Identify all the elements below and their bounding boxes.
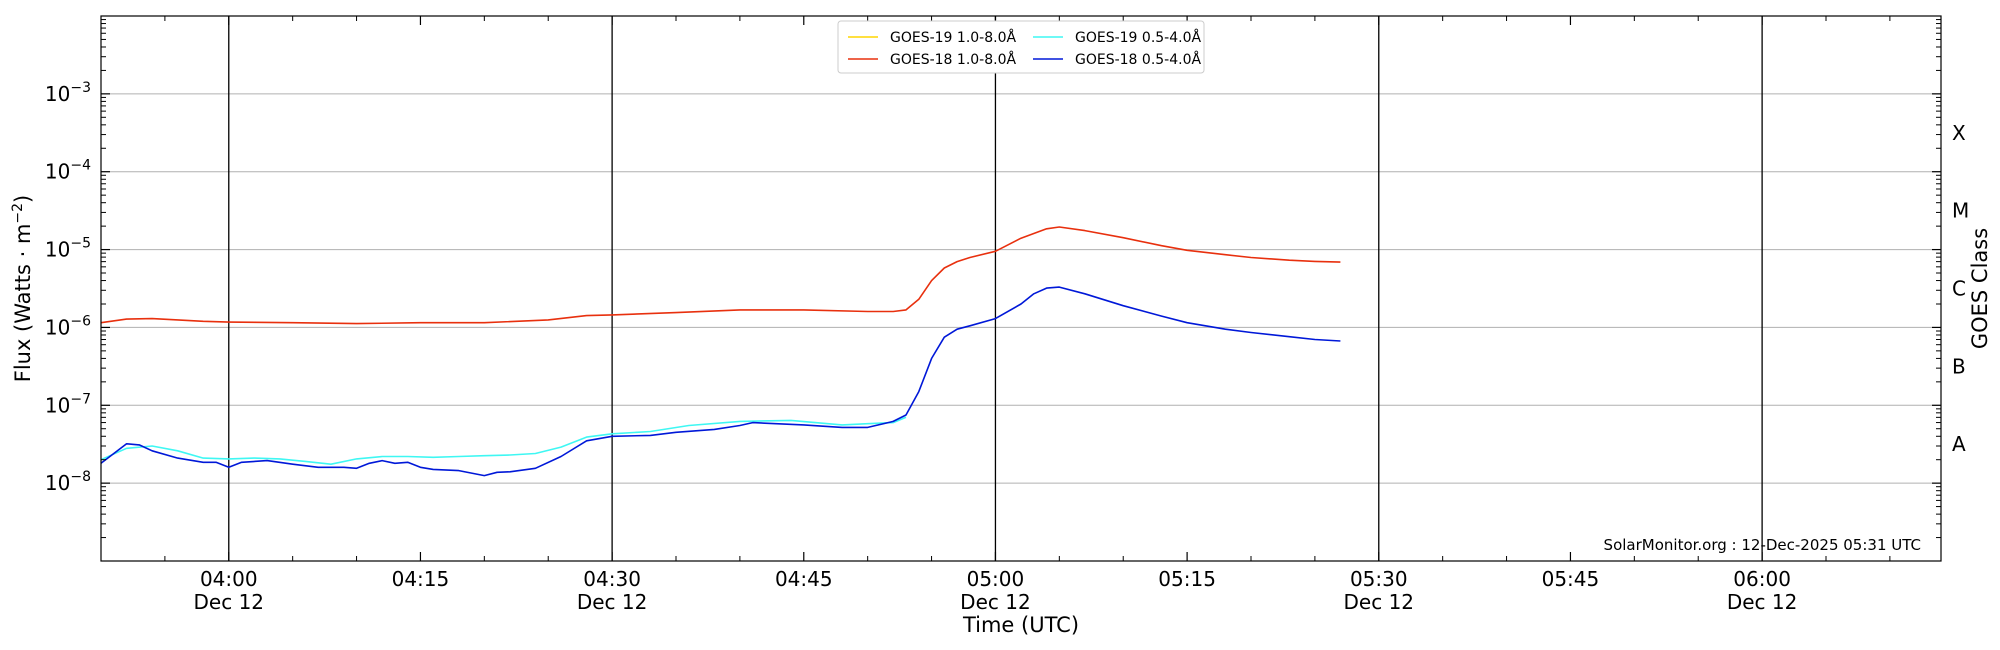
x-tick-label: 05:30 [1350, 567, 1408, 591]
grid-lines [101, 93, 1941, 484]
goes-class-label: A [1952, 432, 1966, 456]
x-tick-date-label: Dec 12 [960, 590, 1031, 614]
y-tick-label: 10−6 [45, 313, 91, 339]
plot-frame [100, 15, 1942, 562]
legend: GOES-19 1.0-8.0Å GOES-19 0.5-4.0Å GOES-18 … [837, 20, 1205, 74]
x-tick-label: 05:45 [1542, 567, 1600, 591]
series-line [100, 286, 1341, 477]
x-tick-label: 04:00 [200, 567, 258, 591]
x-tick-label: 06:00 [1733, 567, 1791, 591]
day-vertical-lines [228, 16, 1763, 561]
legend-entry: GOES-19 0.5-4.0Å [1075, 29, 1201, 46]
legend-entry: GOES-18 1.0-8.0Å [890, 51, 1016, 68]
x-tick-date-label: Dec 12 [577, 590, 648, 614]
goes-class-axis-title: GOES Class [1968, 228, 1992, 349]
legend-entry: GOES-18 0.5-4.0Å [1075, 51, 1201, 68]
y-tick-label: 10−5 [45, 236, 91, 262]
y-tick-label: 10−7 [45, 391, 91, 417]
y-tick-label: 10−3 [45, 80, 91, 106]
x-tick-label: 04:45 [775, 567, 833, 591]
credit-text: SolarMonitor.org : 12-Dec-2025 05:31 UTC [1604, 536, 1921, 554]
series-lines [100, 226, 1341, 477]
goes-class-label: B [1952, 354, 1966, 378]
series-line [100, 226, 1341, 325]
legend-box [837, 20, 1205, 74]
axis-ticks [101, 16, 1941, 561]
x-tick-label: 05:15 [1158, 567, 1216, 591]
x-axis-title: Time (UTC) [962, 613, 1079, 637]
x-tick-date-label: Dec 12 [1344, 590, 1415, 614]
goes-class-label: C [1952, 277, 1966, 301]
x-tick-label: 05:00 [967, 567, 1025, 591]
x-tick-date-label: Dec 12 [194, 590, 265, 614]
legend-entry: GOES-19 1.0-8.0Å [890, 29, 1016, 46]
x-tick-date-label: Dec 12 [1727, 590, 1798, 614]
x-tick-label: 04:15 [392, 567, 450, 591]
y-tick-label: 10−4 [45, 158, 91, 184]
y-tick-labels: 10−8 10−7 10−6 10−5 10−4 10−3 [45, 80, 91, 495]
goes-class-labels: A B C M X [1952, 121, 1969, 456]
y-axis-title: Flux (Watts · m−2) [10, 195, 35, 383]
series-line [100, 416, 907, 466]
goes-class-label: M [1952, 199, 1969, 223]
y-tick-label: 10−8 [45, 469, 91, 495]
x-tick-label: 04:30 [583, 567, 641, 591]
goes-class-label: X [1952, 121, 1966, 145]
